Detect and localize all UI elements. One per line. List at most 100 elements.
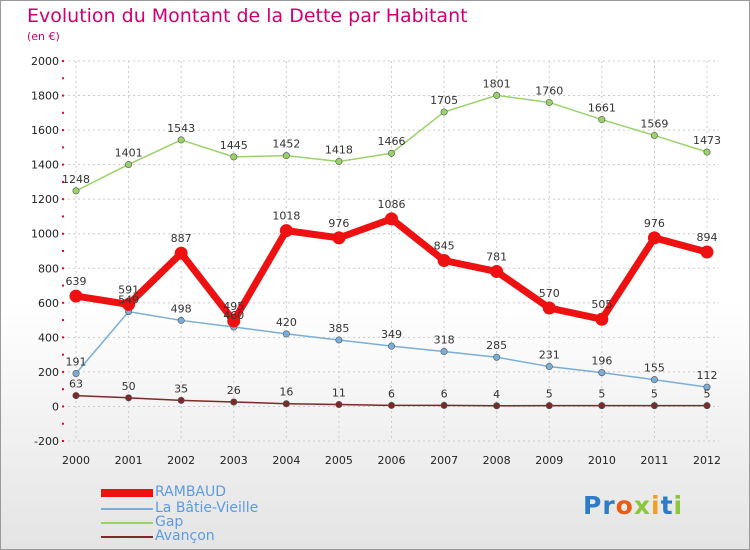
data-label: 1018 — [272, 210, 300, 223]
data-label: 349 — [381, 328, 402, 341]
legend-swatch — [101, 522, 153, 524]
data-point — [650, 131, 658, 139]
data-point — [703, 148, 711, 156]
y-tick-label: 1400 — [31, 159, 59, 172]
data-point — [703, 383, 711, 391]
data-label: 1661 — [588, 102, 616, 115]
data-point — [282, 152, 290, 160]
chart-subtitle: (en €) — [27, 30, 60, 43]
data-point — [703, 402, 711, 410]
data-label: 1801 — [483, 77, 511, 90]
logo-letter: r — [602, 491, 616, 520]
legend-swatch — [101, 508, 153, 510]
data-label: 285 — [486, 339, 507, 352]
chart-title: Evolution du Montant de la Dette par Hab… — [27, 5, 468, 27]
data-point — [598, 116, 606, 124]
data-point — [332, 231, 346, 245]
x-tick-label: 2001 — [115, 454, 143, 467]
data-label: 976 — [644, 217, 665, 230]
data-label: 1086 — [378, 198, 406, 211]
legend-label: La Bâtie-Vieille — [155, 500, 259, 516]
data-point — [595, 312, 609, 326]
data-label: 1473 — [693, 134, 721, 147]
data-label: 495 — [223, 300, 244, 313]
x-tick-label: 2011 — [640, 454, 668, 467]
data-label: 1760 — [535, 84, 563, 97]
legend-swatch — [101, 536, 153, 538]
legend-swatch — [101, 489, 153, 497]
x-tick-label: 2005 — [325, 454, 353, 467]
y-tick-label: 0 — [52, 400, 59, 413]
data-label: 1705 — [430, 94, 458, 107]
data-label: 1248 — [62, 173, 90, 186]
data-point — [545, 402, 553, 410]
data-point — [177, 136, 185, 144]
data-point — [650, 402, 658, 410]
data-point — [335, 336, 343, 344]
data-point — [493, 353, 501, 361]
data-point — [125, 394, 133, 402]
data-label: 6 — [388, 387, 395, 400]
data-point — [227, 314, 241, 328]
data-label: 196 — [591, 355, 612, 368]
data-label: 11 — [332, 387, 346, 400]
data-label: 26 — [227, 384, 241, 397]
y-tick-label: 1600 — [31, 124, 59, 137]
data-point — [493, 91, 501, 99]
data-point — [440, 401, 448, 409]
data-point — [177, 316, 185, 324]
y-tick-label: 1200 — [31, 193, 59, 206]
data-point — [700, 245, 714, 259]
data-point — [440, 108, 448, 116]
data-label: 35 — [174, 382, 188, 395]
data-label: 5 — [546, 388, 553, 401]
y-tick-label: 1000 — [31, 228, 59, 241]
data-point — [493, 402, 501, 410]
data-label: 16 — [279, 386, 293, 399]
data-label: 420 — [276, 316, 297, 329]
x-tick-label: 2006 — [378, 454, 406, 467]
x-tick-label: 2010 — [588, 454, 616, 467]
data-point — [387, 342, 395, 350]
y-tick-label: 600 — [38, 297, 59, 310]
data-label: 591 — [118, 283, 139, 296]
x-tick-label: 2000 — [62, 454, 90, 467]
x-tick-label: 2012 — [693, 454, 721, 467]
data-point — [490, 265, 504, 279]
data-point — [69, 289, 83, 303]
data-label: 570 — [539, 287, 560, 300]
data-label: 1543 — [167, 122, 195, 135]
data-point — [279, 224, 293, 238]
data-label: 845 — [434, 240, 455, 253]
data-point — [437, 254, 451, 267]
y-tick-label: 800 — [38, 262, 59, 275]
data-point — [174, 246, 188, 260]
data-point — [598, 402, 606, 410]
data-point — [650, 376, 658, 384]
legend-item-gap: Gap — [101, 514, 321, 530]
x-tick-label: 2007 — [430, 454, 458, 467]
data-label: 1401 — [115, 146, 143, 159]
data-point — [72, 187, 80, 195]
data-point — [230, 153, 238, 161]
data-label: 385 — [328, 322, 349, 335]
y-tick-label: 1800 — [31, 90, 59, 103]
data-label: 894 — [697, 231, 718, 244]
logo-letter: P — [583, 491, 603, 520]
data-point — [598, 369, 606, 377]
data-label: 498 — [171, 302, 192, 315]
x-tick-label: 2008 — [483, 454, 511, 467]
logo-letter: i — [651, 491, 661, 520]
data-point — [230, 398, 238, 406]
logo-letter: i — [673, 491, 684, 520]
data-label: 5 — [704, 388, 711, 401]
data-label: 63 — [69, 378, 83, 391]
legend-item-avancon: Avançon — [101, 528, 321, 544]
data-point — [542, 301, 556, 315]
y-tick-label: 400 — [38, 331, 59, 344]
data-label: 1452 — [272, 138, 300, 151]
data-label: 112 — [697, 369, 718, 382]
data-label: 1466 — [378, 135, 406, 148]
